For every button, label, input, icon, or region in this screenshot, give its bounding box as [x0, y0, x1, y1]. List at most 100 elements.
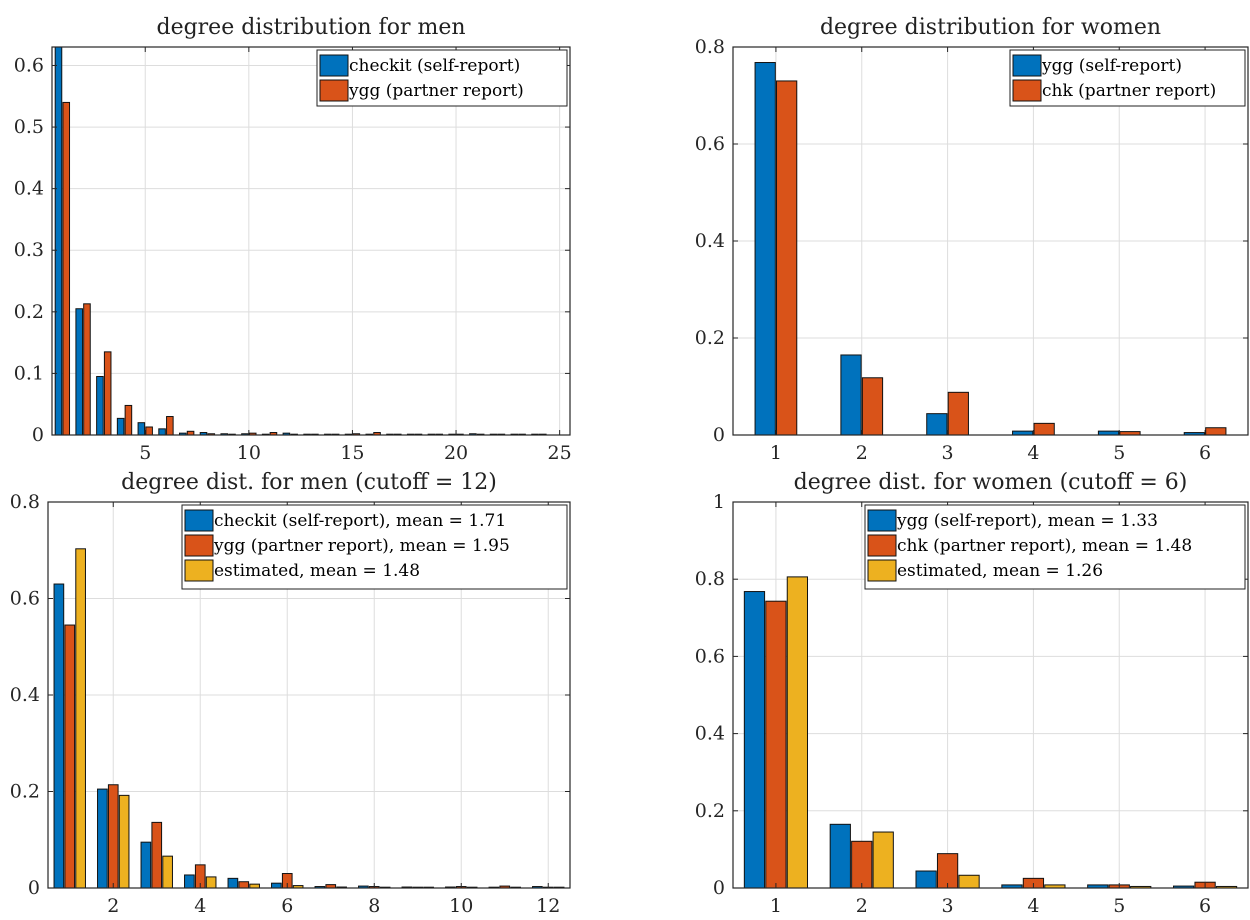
y-tick-label: 0.8 — [695, 568, 725, 590]
x-tick-label: 1 — [770, 442, 782, 464]
legend: checkit (self-report) ygg (partner report… — [316, 49, 568, 107]
legend-swatch — [319, 79, 349, 102]
bar — [958, 874, 980, 889]
x-tick-label: 6 — [1199, 442, 1211, 464]
bar — [96, 375, 104, 436]
legend-label: estimated, mean = 1.48 — [214, 561, 420, 581]
legend-swatch — [867, 509, 897, 532]
bar — [107, 784, 119, 889]
legend: ygg (self-report), mean = 1.33 chk (partn… — [864, 504, 1246, 590]
x-tick-label: 3 — [942, 895, 954, 917]
axis-box — [732, 501, 1249, 889]
bar — [166, 416, 174, 436]
axis-box — [51, 46, 571, 436]
panel-men-degree-distribution: 5 10 15 20 25 0 0.1 0.2 0.3 0.4 0.5 0.6 degree distr… — [14, 15, 572, 464]
legend-box — [316, 49, 568, 107]
legend-swatch — [867, 534, 897, 557]
bar — [124, 404, 133, 436]
bar — [97, 788, 108, 889]
legend-box — [1009, 49, 1246, 107]
panel-women-degree-distribution: 1 2 3 4 5 6 0 0.2 0.4 0.6 0.8 degree distribution f… — [695, 15, 1249, 464]
bar — [137, 422, 146, 436]
x-tick-label: 4 — [194, 895, 206, 917]
x-tick-label: 8 — [368, 895, 380, 917]
y-tick-label: 0.4 — [14, 178, 44, 200]
legend-label: ygg (partner report) — [348, 81, 524, 101]
bar — [936, 853, 959, 889]
bar — [1205, 427, 1227, 436]
bar — [75, 308, 83, 436]
legend: ygg (self-report) chk (partner report) — [1009, 49, 1246, 107]
legend-label: ygg (partner report), mean = 1.95 — [213, 536, 510, 556]
y-tick-label: 0.6 — [695, 133, 725, 155]
bar — [54, 46, 63, 436]
bar — [776, 80, 798, 436]
y-tick-label: 0.2 — [14, 301, 44, 323]
legend-swatch — [867, 559, 897, 582]
y-tick-label: 0.4 — [695, 230, 725, 252]
bar — [64, 624, 76, 889]
legend: checkit (self-report), mean = 1.71 ygg (p… — [181, 504, 568, 590]
bar — [227, 877, 239, 889]
legend-swatch — [184, 509, 214, 532]
x-tick-label: 6 — [1199, 895, 1211, 917]
legend-box — [181, 504, 568, 590]
x-tick-label: 10 — [237, 442, 261, 464]
x-tick-label: 5 — [1113, 442, 1125, 464]
bar — [1033, 422, 1055, 436]
y-tick-label: 0.6 — [695, 645, 725, 667]
bar — [53, 583, 65, 889]
bar — [926, 413, 948, 436]
y-tick-label: 0.1 — [14, 362, 44, 384]
bar — [840, 354, 862, 436]
bar — [158, 428, 166, 436]
legend-label: checkit (self-report) — [349, 56, 520, 76]
y-tick-label: 0.8 — [10, 491, 40, 513]
x-tick-label: 10 — [449, 895, 473, 917]
bar — [238, 881, 250, 889]
bar — [75, 548, 86, 889]
y-tick-label: 0.6 — [10, 588, 40, 610]
y-tick-label: 0 — [713, 877, 725, 899]
y-tick-label: 0.2 — [695, 327, 725, 349]
x-tick-label: 1 — [770, 895, 782, 917]
bar — [861, 377, 884, 436]
legend-box — [864, 504, 1246, 590]
bar — [140, 841, 152, 889]
bar — [118, 794, 130, 889]
x-tick-label: 2 — [856, 442, 868, 464]
x-tick-label: 2 — [107, 895, 119, 917]
chart-title: degree distribution for women — [820, 15, 1161, 40]
legend-swatch — [1012, 79, 1042, 102]
y-tick-label: 0.5 — [14, 116, 44, 138]
x-tick-label: 4 — [1027, 895, 1039, 917]
bar — [151, 821, 163, 889]
panel-men-cutoff-12: 2 4 6 8 10 12 0 0.2 0.4 0.6 0.8 degree dist. for me… — [10, 470, 571, 917]
bar — [62, 101, 71, 436]
bar — [872, 831, 894, 889]
y-tick-label: 0.4 — [695, 723, 725, 745]
y-tick-label: 0.3 — [14, 239, 44, 261]
x-tick-label: 6 — [281, 895, 293, 917]
x-tick-label: 20 — [444, 442, 468, 464]
bar — [271, 882, 282, 889]
y-tick-label: 0 — [713, 424, 725, 446]
chart-title: degree dist. for women (cutoff = 6) — [794, 470, 1188, 495]
bar — [184, 874, 195, 889]
bar — [829, 823, 851, 889]
bar — [786, 576, 809, 889]
x-tick-label: 25 — [548, 442, 572, 464]
legend-swatch — [1012, 54, 1042, 77]
bar — [103, 351, 112, 436]
x-tick-label: 2 — [856, 895, 868, 917]
bar — [145, 426, 153, 436]
y-tick-label: 0.4 — [10, 684, 40, 706]
bar — [205, 876, 217, 889]
legend-label: checkit (self-report), mean = 1.71 — [214, 511, 506, 531]
y-tick-label: 0.8 — [695, 36, 725, 58]
bar — [116, 417, 125, 436]
y-tick-label: 1 — [713, 491, 725, 513]
bar — [162, 855, 173, 889]
bar — [915, 870, 937, 889]
